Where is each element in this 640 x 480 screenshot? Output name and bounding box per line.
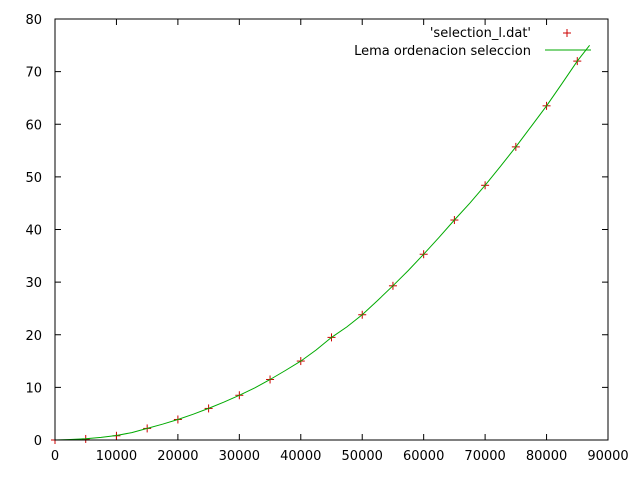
y-tick-label: 10 <box>25 381 42 396</box>
x-tick-label: 30000 <box>219 449 260 464</box>
y-tick-label: 40 <box>25 224 42 239</box>
y-tick-label: 0 <box>34 434 42 449</box>
x-tick-label: 80000 <box>526 449 567 464</box>
x-tick-label: 40000 <box>280 449 321 464</box>
plot-area <box>51 44 590 444</box>
x-tick-label: 0 <box>51 449 59 464</box>
y-tick-label: 60 <box>25 118 42 133</box>
x-tick-label: 20000 <box>157 449 198 464</box>
x-tick-label: 60000 <box>403 449 444 464</box>
y-tick-label: 50 <box>25 171 42 186</box>
y-tick-label: 70 <box>25 66 42 81</box>
series-line <box>54 44 590 441</box>
legend-label: Lema ordenacion seleccion <box>354 44 531 59</box>
legend-marker-sample <box>563 29 571 37</box>
x-tick-label: 90000 <box>587 449 628 464</box>
axis-ticks: 0 10000 20000 30000 40000 50000 60000 70000 8000… <box>25 13 628 464</box>
legend: 'selection_l.dat' Lema ordenacion selecci… <box>354 26 591 59</box>
x-tick-label: 70000 <box>464 449 505 464</box>
y-tick-label: 80 <box>25 13 42 28</box>
x-tick-label: 10000 <box>96 449 137 464</box>
x-tick-label: 50000 <box>342 449 383 464</box>
legend-label: 'selection_l.dat' <box>430 26 531 41</box>
plot-frame <box>54 18 609 441</box>
y-tick-label: 30 <box>25 276 42 291</box>
y-tick-label: 20 <box>25 329 42 344</box>
